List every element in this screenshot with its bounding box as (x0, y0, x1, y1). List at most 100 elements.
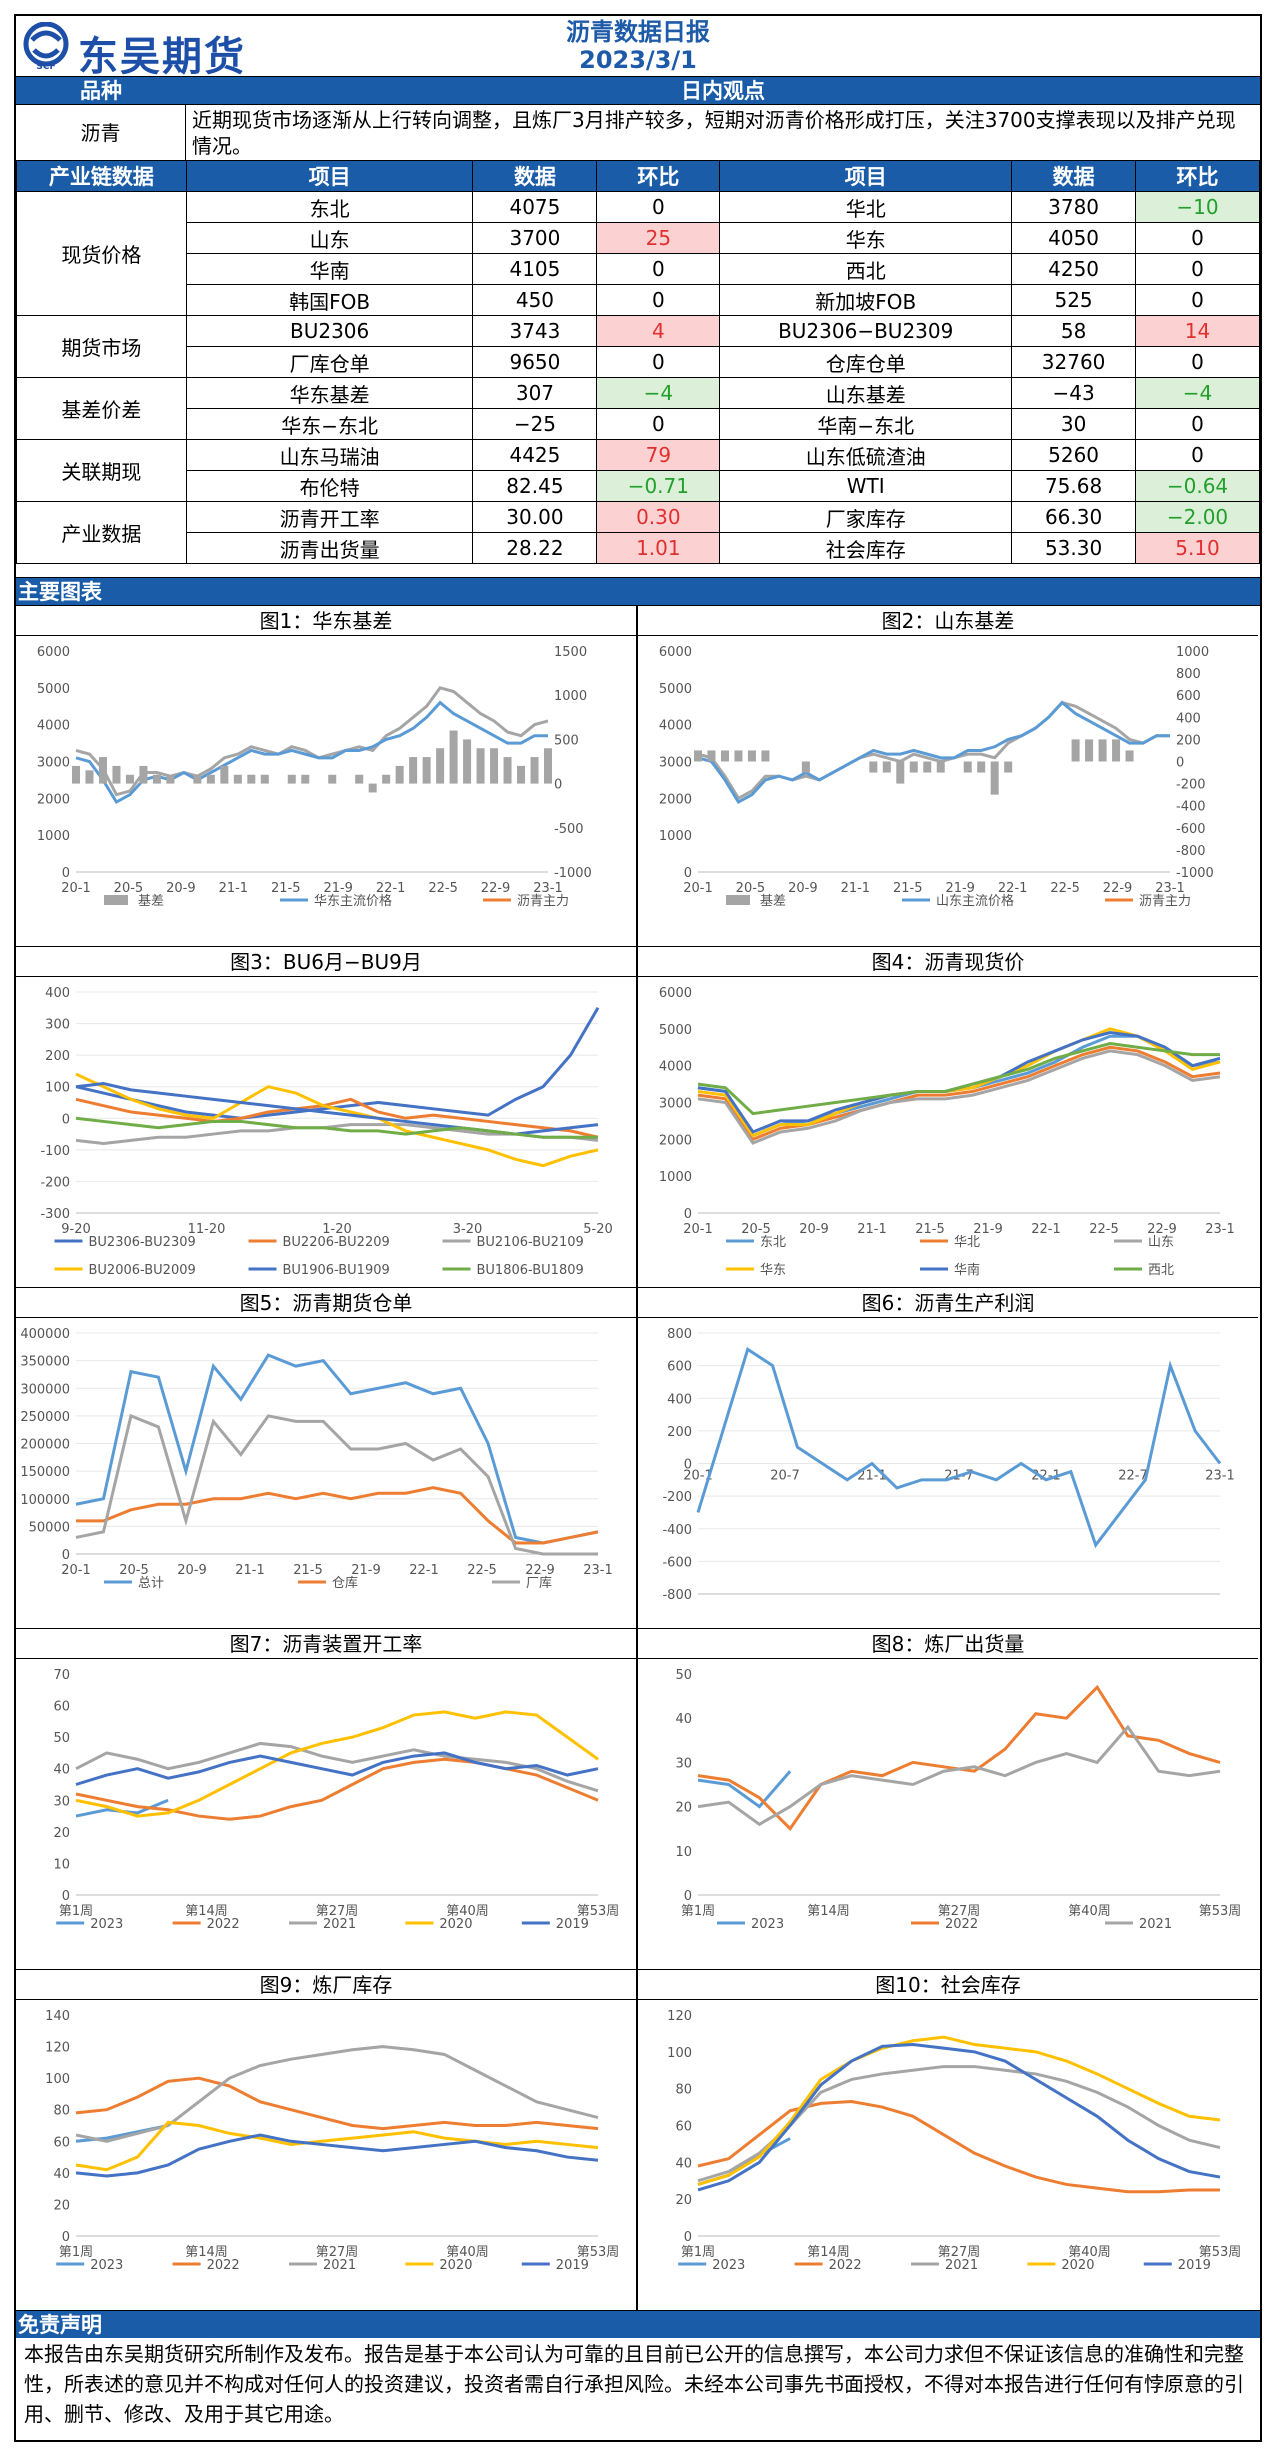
legend-label: 厂库 (526, 1575, 552, 1591)
chart-panel-c9: 图9：炼厂库存 0 20 40 60 80 100 120 140 第1周 第14周 第27周 第40周… (16, 1969, 638, 2310)
series-line (75, 1741, 599, 1793)
y-tick-label: 0 (684, 866, 692, 881)
table-header: 数据 (472, 160, 598, 192)
legend-label: 基差 (760, 894, 786, 909)
table-row: 期货市场 BU2306 3743 4 BU2306−BU2309 58 14 (16, 315, 1260, 378)
x-tick-label: 第40周 (446, 1904, 489, 1919)
legend-label: 2021 (945, 2258, 978, 2273)
table-cell: 5260 (1011, 439, 1137, 471)
x-tick-label: 20-9 (166, 881, 196, 896)
x-tick-label: 20-1 (61, 881, 91, 896)
basis-bar (72, 765, 80, 784)
x-tick-label: 20-1 (683, 881, 713, 896)
x-tick-label: 22-5 (1050, 881, 1080, 896)
legend-label: BU2006-BU2009 (89, 1263, 196, 1278)
table-cell: 韩国FOB (185, 284, 474, 316)
chart-panel-c3: 图3：BU6月−BU9月 -300 -200 -100 0 100 200 300 400 9-2… (16, 946, 638, 1287)
series-line (75, 1353, 599, 1545)
y-tick-label: 60 (53, 2135, 70, 2150)
basis-bar (395, 765, 404, 784)
legend-label: 2019 (1178, 2258, 1211, 2273)
basis-bar (896, 761, 905, 784)
series-line (697, 700, 1170, 805)
y2-tick-label: 200 (1176, 733, 1201, 748)
y-tick-label: 2000 (37, 792, 70, 807)
table-cell: 0 (596, 408, 721, 440)
y-tick-label: 800 (667, 1327, 692, 1342)
charts-header-label: 主要图表 (18, 580, 102, 604)
table-cell: 华东基差 (185, 377, 474, 409)
table-cell: 新加坡FOB (719, 284, 1013, 316)
table-cell: 28.22 (472, 532, 598, 564)
table-row: 基差价差 华东基差 307 −4 山东基差 −43 −4 (16, 377, 1260, 440)
table-cell: 山东马瑞油 (185, 439, 474, 471)
y2-tick-label: -400 (1176, 800, 1206, 815)
series-line (697, 1049, 1221, 1145)
group-label: 产业数据 (16, 501, 187, 564)
legend-label: 东北 (760, 1235, 786, 1250)
basis-bar (166, 774, 175, 784)
series-line (697, 2042, 1221, 2192)
y-tick-label: 0 (684, 1458, 692, 1473)
y-tick-label: 2000 (659, 1133, 692, 1148)
basis-bar (1085, 739, 1094, 762)
x-tick-label: 第27周 (316, 1904, 359, 1919)
legend-label: 2023 (712, 2258, 745, 2273)
series-line (75, 1072, 599, 1168)
y-tick-label: 350000 (20, 1355, 70, 1370)
series-line (697, 1027, 1221, 1138)
series-line (75, 1757, 599, 1821)
y-tick-label: 50000 (29, 1520, 70, 1535)
y-tick-label: 4000 (37, 719, 70, 734)
table-row: 山东 3700 25 华东 4050 0 (17, 222, 1260, 254)
y-tick-label: 100 (45, 2072, 70, 2087)
x-tick-label: 第27周 (938, 2245, 981, 2260)
x-tick-label: 第14周 (807, 1904, 850, 1919)
chart-panel-c10: 图10：社会库存 0 20 40 60 80 100 120 第1周 第14周 第27周 第40周 第5… (638, 1969, 1260, 2310)
x-tick-label: 22-7 (1118, 1469, 1148, 1484)
legend-label: 2022 (945, 1917, 978, 1932)
y-tick-label: 100 (667, 2046, 692, 2061)
table-cell: 79 (596, 439, 721, 471)
x-tick-label: 20-5 (741, 1222, 771, 1237)
basis-bar (936, 761, 945, 773)
y-tick-label: -100 (40, 1144, 70, 1159)
x-tick-label: 第27周 (316, 2245, 359, 2260)
x-tick-label: 22-5 (1089, 1222, 1119, 1237)
y-tick-label: 50 (675, 1668, 692, 1683)
table-cell: −0.71 (596, 470, 721, 502)
legend-label: BU2106-BU2109 (477, 1235, 584, 1250)
y-tick-label: 3000 (659, 756, 692, 771)
legend-label: 2022 (207, 2258, 240, 2273)
view-name: 沥青 (16, 105, 186, 161)
x-tick-label: 22-1 (1031, 1222, 1061, 1237)
table-cell: 山东基差 (719, 377, 1013, 409)
y-tick-label: 3000 (37, 756, 70, 771)
series-line (75, 2120, 599, 2172)
y-tick-label: 30 (675, 1756, 692, 1771)
legend-label: 2020 (439, 1917, 472, 1932)
legend-label: 2022 (207, 1917, 240, 1932)
table-cell: 307 (472, 377, 598, 409)
x-tick-label: 第14周 (807, 2245, 850, 2260)
y2-tick-label: -800 (1176, 844, 1206, 859)
legend-label: 总计 (138, 1576, 164, 1591)
table-cell: 0.30 (596, 501, 721, 533)
table-cell: 3780 (1011, 191, 1137, 223)
basis-bar (720, 750, 729, 762)
y-tick-label: 4000 (659, 719, 692, 734)
basis-bar (220, 765, 229, 784)
y-tick-label: 6000 (659, 986, 692, 1001)
series-line (697, 1770, 792, 1809)
y-tick-label: 0 (62, 1548, 70, 1563)
y2-tick-label: 0 (1176, 756, 1184, 771)
series-line (75, 2076, 599, 2131)
view-row: 沥青 近期现货市场逐渐从上行转向调整，且炼厂3月排产较多，短期对沥青价格形成打压… (16, 104, 1260, 161)
table-cell: 53.30 (1011, 532, 1137, 564)
x-tick-label: 23-1 (1205, 1222, 1235, 1237)
basis-bar (436, 748, 445, 784)
y-tick-label: 50 (53, 1731, 70, 1746)
y-tick-label: 1000 (37, 829, 70, 844)
y2-tick-label: 1500 (554, 645, 587, 660)
y-tick-label: 0 (684, 1889, 692, 1904)
